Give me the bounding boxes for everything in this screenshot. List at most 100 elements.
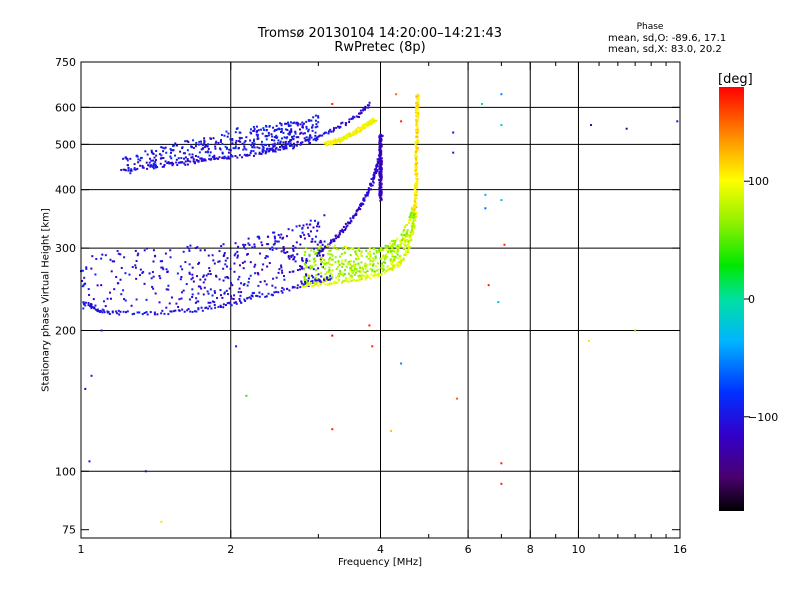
data-point <box>314 131 317 134</box>
data-point <box>407 234 410 237</box>
data-point <box>223 134 226 137</box>
data-point <box>301 258 304 261</box>
data-point <box>315 235 318 238</box>
data-point <box>265 255 268 258</box>
data-point <box>300 141 303 144</box>
data-point <box>90 267 93 270</box>
data-point <box>376 160 379 163</box>
data-point <box>153 156 156 159</box>
data-point <box>277 139 280 142</box>
data-point <box>160 154 163 157</box>
data-point <box>373 175 376 178</box>
data-point <box>310 136 313 139</box>
data-point <box>327 270 330 273</box>
data-point <box>188 249 191 252</box>
data-point <box>395 252 398 255</box>
data-point <box>242 243 245 246</box>
data-point <box>188 247 191 250</box>
data-point <box>290 130 293 133</box>
data-point <box>405 252 408 255</box>
data-point <box>380 138 383 141</box>
data-point <box>274 147 277 150</box>
data-point <box>625 127 628 130</box>
data-point <box>200 143 203 146</box>
data-point <box>285 122 288 125</box>
data-point <box>328 258 331 261</box>
stats-line-o: mean, sd,O: -89.6, 17.1 <box>608 33 727 44</box>
data-point <box>361 123 364 126</box>
data-point <box>197 292 200 295</box>
data-point <box>176 163 179 166</box>
data-point <box>159 260 162 263</box>
data-point <box>352 260 355 263</box>
data-point <box>198 151 201 154</box>
data-point <box>308 282 311 285</box>
data-point <box>346 280 349 283</box>
data-point <box>272 231 275 234</box>
data-point <box>175 161 178 164</box>
data-point <box>165 288 168 291</box>
data-point <box>196 246 199 249</box>
data-point <box>280 137 283 140</box>
data-point <box>238 136 241 139</box>
data-point <box>141 164 144 167</box>
data-point <box>406 244 409 247</box>
data-point <box>363 125 366 128</box>
data-point <box>321 256 324 259</box>
data-point <box>305 273 308 276</box>
data-point <box>306 281 309 284</box>
data-point <box>371 260 374 263</box>
data-point <box>368 250 371 253</box>
data-point <box>359 275 362 278</box>
data-point <box>503 243 506 246</box>
data-point <box>299 265 302 268</box>
data-point <box>184 156 187 159</box>
data-point <box>314 138 317 141</box>
data-point <box>255 125 258 128</box>
data-point <box>296 122 299 125</box>
data-point <box>246 153 249 156</box>
data-point <box>160 146 163 149</box>
data-point <box>279 236 282 239</box>
data-point <box>273 145 276 148</box>
data-point <box>354 252 357 255</box>
data-point <box>378 249 381 252</box>
data-point <box>316 277 319 280</box>
data-point <box>400 120 403 123</box>
data-point <box>380 192 383 195</box>
y-axis-label: Stationary phase Virtual Height [km] <box>40 208 52 392</box>
data-point <box>283 278 286 281</box>
data-point <box>209 151 212 154</box>
data-point <box>229 267 232 270</box>
data-point <box>319 245 322 248</box>
data-point <box>172 162 175 165</box>
data-point <box>315 225 318 228</box>
data-point <box>138 311 141 314</box>
data-point <box>393 249 396 252</box>
data-point <box>307 119 310 122</box>
data-point <box>154 292 157 295</box>
data-point <box>151 152 154 155</box>
data-point <box>221 142 224 145</box>
data-point <box>358 274 361 277</box>
data-point <box>359 202 362 205</box>
data-point <box>305 120 308 123</box>
data-point <box>338 263 341 266</box>
data-point <box>415 150 418 153</box>
data-point <box>380 150 383 153</box>
data-point <box>280 269 283 272</box>
data-point <box>399 242 402 245</box>
data-point <box>343 268 346 271</box>
data-point <box>170 149 173 152</box>
data-point <box>270 148 273 151</box>
data-point <box>381 248 384 251</box>
data-point <box>389 250 392 253</box>
data-point <box>221 296 224 299</box>
data-point <box>289 124 292 127</box>
data-point <box>391 264 394 267</box>
data-point <box>205 306 208 309</box>
data-point <box>85 267 88 270</box>
data-point <box>407 246 410 249</box>
data-point <box>283 136 286 139</box>
data-point <box>137 161 140 164</box>
